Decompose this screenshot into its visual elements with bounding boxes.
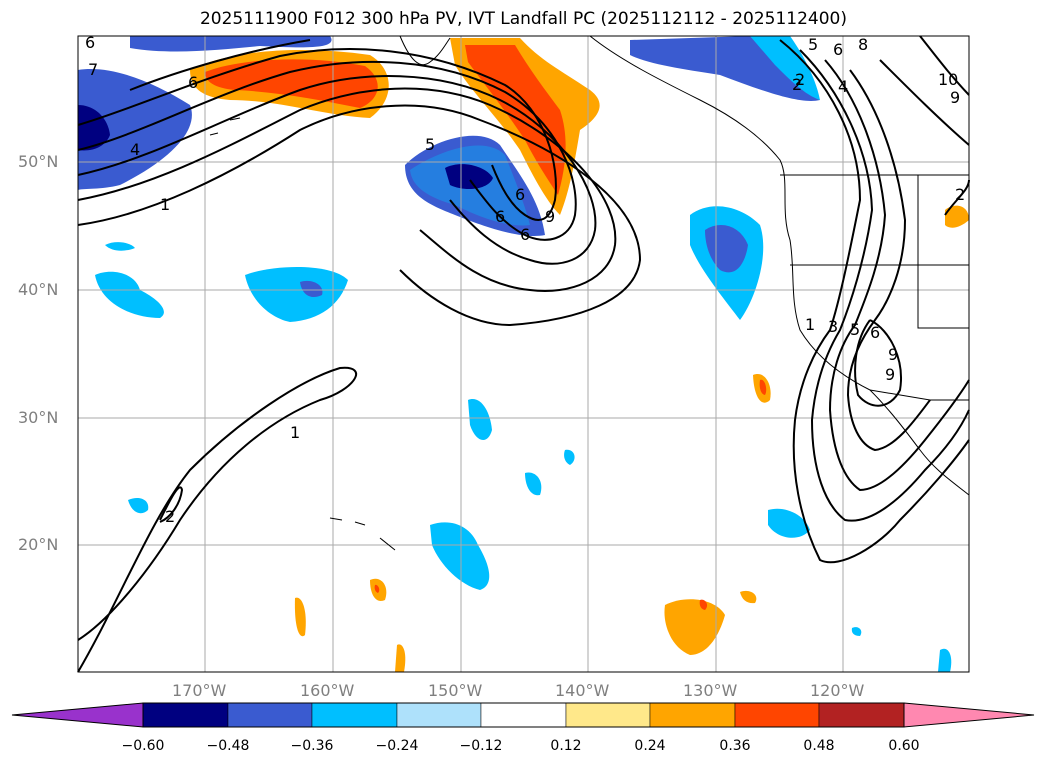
contour-label: 5 <box>808 35 818 54</box>
colorbar-tick-label: 0.48 <box>803 738 834 754</box>
contour-label: 9 <box>950 88 960 107</box>
contour-label: 2 <box>792 75 802 94</box>
contour-label: 5 <box>850 320 860 339</box>
colorbar-tick-label: −0.48 <box>207 738 250 754</box>
contour-label: 6 <box>495 207 505 226</box>
lon-label-160w: 160°W <box>300 681 354 700</box>
colorbar-tick-label: −0.36 <box>291 738 334 754</box>
colorbar-tick-label: −0.24 <box>376 738 419 754</box>
map-panel: 7 6 6 4 1 1 2 5 6 9 6 6 9 1 3 5 6 9 5 2 … <box>78 33 969 672</box>
lon-label-170w: 170°W <box>172 681 226 700</box>
contour-label: 1 <box>160 195 170 214</box>
colorbar-tick-label: 0.36 <box>719 738 750 754</box>
colorbar-tick-label: 0.24 <box>634 738 665 754</box>
colorbar-extend-left <box>12 703 143 727</box>
contour-label: 6 <box>188 73 198 92</box>
contour-label: 10 <box>938 70 958 89</box>
contour-label: 8 <box>858 35 868 54</box>
contour-label: 9 <box>888 345 898 364</box>
lat-label-20n: 20°N <box>18 535 58 554</box>
colorbar-extend-right <box>904 703 1034 727</box>
contour-label: 7 <box>88 60 98 79</box>
contour-label: 6 <box>515 185 525 204</box>
colorbar-tick-label: 0.60 <box>888 738 919 754</box>
contour-label: 4 <box>838 77 848 96</box>
colorbar-tick-label: −0.60 <box>122 738 165 754</box>
lon-label-120w: 120°W <box>810 681 864 700</box>
lon-label-150w: 150°W <box>428 681 482 700</box>
colorbar-tick-label: −0.12 <box>460 738 503 754</box>
lat-label-40n: 40°N <box>18 280 58 299</box>
contour-label: 3 <box>828 317 838 336</box>
colorbar-tick-label: 0.12 <box>550 738 581 754</box>
lat-label-50n: 50°N <box>18 152 58 171</box>
contour-label: 5 <box>425 135 435 154</box>
lat-label-30n: 30°N <box>18 408 58 427</box>
contour-label: 2 <box>165 507 175 526</box>
contour-label: 6 <box>833 40 843 59</box>
contour-label: 6 <box>520 225 530 244</box>
contour-label: 2 <box>955 185 965 204</box>
contour-label: 9 <box>885 365 895 384</box>
contour-label: 1 <box>290 423 300 442</box>
contour-label: 6 <box>870 323 880 342</box>
colorbar <box>12 703 1034 727</box>
contour-label: 9 <box>545 207 555 226</box>
contour-label: 1 <box>805 315 815 334</box>
lon-label-130w: 130°W <box>683 681 737 700</box>
lon-label-140w: 140°W <box>555 681 609 700</box>
contour-label: 4 <box>130 140 140 159</box>
